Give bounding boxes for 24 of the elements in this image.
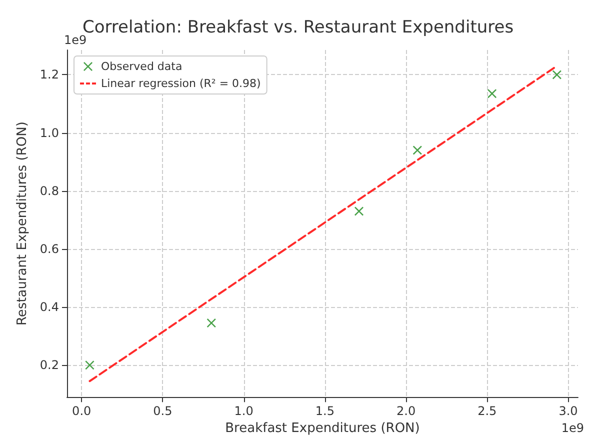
- x-tick-label: 3.0: [558, 404, 578, 418]
- legend-label: Observed data: [101, 60, 182, 73]
- y-tick-label: 0.4: [40, 300, 59, 314]
- y-tick-label: 1.2: [40, 68, 59, 82]
- y-tick-label: 0.6: [40, 242, 59, 256]
- point: [354, 206, 364, 216]
- text: 1e9: [561, 421, 584, 435]
- x-tick-label: 0.0: [72, 404, 92, 418]
- y-tick-label: 0.2: [40, 358, 59, 372]
- point: [206, 318, 216, 328]
- x-tick-label: 1.0: [234, 404, 254, 418]
- point: [85, 360, 94, 370]
- x-tick-label: 1.5: [315, 404, 334, 418]
- text: 1e9: [64, 33, 87, 47]
- legend-label: Linear regression (R² = 0.98): [101, 77, 261, 90]
- x-axis-title: Breakfast Expenditures (RON): [225, 421, 420, 436]
- point: [412, 146, 422, 155]
- y-tick-label: 0.8: [40, 184, 59, 198]
- x-tick-label: 2.0: [396, 404, 416, 418]
- point: [552, 70, 562, 80]
- x-tick-label: 0.5: [153, 404, 172, 418]
- y-axis-title: Restaurant Expenditures (RON): [15, 122, 30, 326]
- y-tick-label: 1.0: [40, 126, 59, 140]
- x-tick-label: 2.5: [478, 404, 497, 418]
